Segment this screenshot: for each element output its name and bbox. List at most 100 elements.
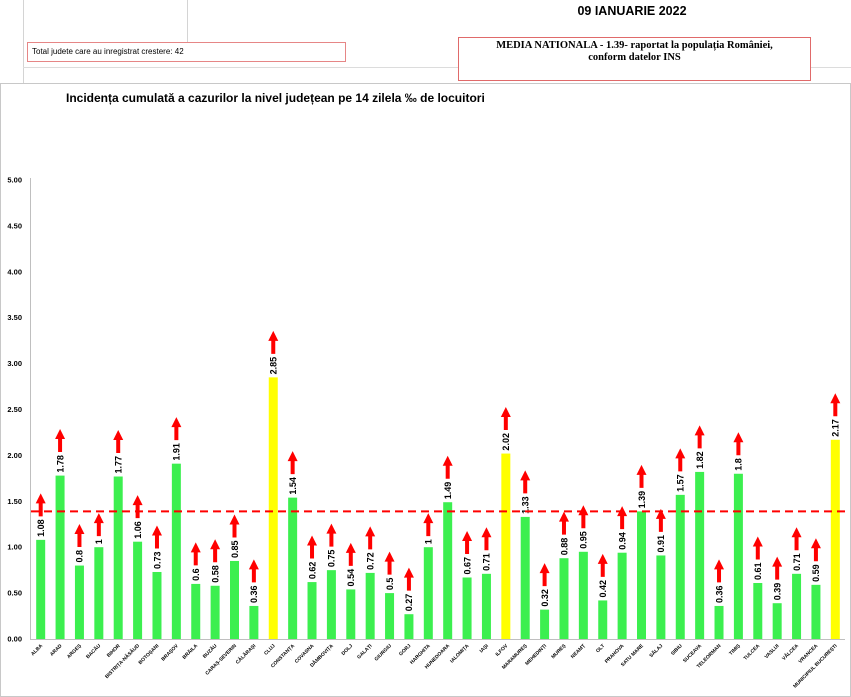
arrow-up-icon <box>830 393 841 417</box>
report-date: 09 IANUARIE 2022 <box>577 4 687 18</box>
bar <box>481 573 491 639</box>
y-tick-label: 2.00 <box>7 451 22 460</box>
bars <box>36 377 840 639</box>
axes: 0.00 0.50 1.00 1.50 2.00 2.50 3.00 3.50 4.00 4.50… <box>7 176 845 644</box>
bar <box>714 605 724 639</box>
arrow-up-icon <box>248 559 259 583</box>
data-label: 0.39 <box>772 583 782 601</box>
data-label: 1.57 <box>676 474 686 492</box>
arrow-up-icon <box>714 559 725 583</box>
data-label: 0.54 <box>346 569 356 587</box>
bar <box>540 609 550 639</box>
arrow-up-icon <box>539 563 550 587</box>
arrow-up-icon <box>55 429 66 453</box>
data-label: 2.17 <box>831 419 841 437</box>
arrow-up-icon <box>35 493 46 517</box>
national-average-box: MEDIA NATIONALA - 1.39- raportat la popu… <box>458 37 811 81</box>
data-label: 0.5 <box>385 578 395 591</box>
data-label: 1.06 <box>133 521 143 539</box>
bar-highlighted <box>501 453 511 639</box>
arrow-up-icon <box>93 513 104 537</box>
bar <box>811 584 821 639</box>
arrow-up-icon <box>810 538 821 562</box>
data-label: 0.94 <box>617 532 627 550</box>
data-label: 0.8 <box>75 550 85 563</box>
y-tick-label: 0.00 <box>7 635 22 644</box>
bar <box>307 582 317 639</box>
arrow-up-icon <box>268 330 279 354</box>
data-label: 0.72 <box>365 552 375 570</box>
data-label: 1.8 <box>734 458 744 471</box>
arrow-up-icon <box>365 526 376 550</box>
arrow-up-icon <box>151 525 162 549</box>
trend-arrows <box>35 330 841 591</box>
bar <box>288 497 298 639</box>
y-tick-label: 3.50 <box>7 313 22 322</box>
bar-highlighted <box>830 439 840 639</box>
bar <box>249 605 259 639</box>
bar <box>346 589 356 639</box>
y-tick-label: 0.50 <box>7 589 22 598</box>
data-label: 1.49 <box>443 482 453 500</box>
arrow-up-icon <box>210 539 221 563</box>
data-label: 1.77 <box>114 456 124 474</box>
data-label: 1.39 <box>637 491 647 509</box>
bar <box>423 547 433 639</box>
arrow-up-icon <box>307 535 318 559</box>
data-label: 0.6 <box>191 568 201 581</box>
data-label: 0.32 <box>540 589 550 607</box>
data-label: 0.42 <box>598 580 608 598</box>
bar <box>578 551 588 639</box>
data-label: 0.59 <box>811 564 821 582</box>
arrow-up-icon <box>772 556 783 580</box>
data-label: 0.36 <box>714 585 724 603</box>
bar <box>230 560 239 639</box>
data-label: 1.82 <box>695 451 705 469</box>
arrow-up-icon <box>481 527 492 551</box>
data-label: 0.71 <box>792 553 802 571</box>
y-tick-label: 2.50 <box>7 405 22 414</box>
x-tick-label: OLT <box>595 643 606 654</box>
bar <box>113 476 123 639</box>
data-label: 0.88 <box>559 538 569 556</box>
y-tick-label: 5.00 <box>7 176 22 185</box>
y-tick-label: 1.50 <box>7 497 22 506</box>
bar <box>462 577 472 639</box>
data-label: 0.36 <box>249 585 259 603</box>
arrow-up-icon <box>74 524 85 548</box>
arrow-up-icon <box>132 495 143 519</box>
bar <box>326 570 336 639</box>
bar <box>404 614 414 639</box>
data-label: 2.85 <box>269 357 279 375</box>
y-tick-label: 3.00 <box>7 359 22 368</box>
data-label: 0.67 <box>462 557 472 575</box>
bar <box>133 541 143 639</box>
bar <box>171 463 181 639</box>
arrow-up-icon <box>326 523 337 547</box>
chart-title: Incidența cumulată a cazurilor la nivel … <box>66 91 485 105</box>
arrow-up-icon <box>636 464 647 488</box>
y-tick-label: 1.00 <box>7 543 22 552</box>
arrow-up-icon <box>675 448 686 472</box>
national-average-line1: MEDIA NATIONALA - 1.39- raportat la popu… <box>496 40 773 51</box>
bar <box>94 547 104 639</box>
data-label: 0.61 <box>753 562 763 580</box>
arrow-up-icon <box>384 551 395 575</box>
bar <box>617 552 627 639</box>
y-tick-label: 4.00 <box>7 267 22 276</box>
data-label: 1.54 <box>288 477 298 495</box>
arrow-up-icon <box>190 542 201 566</box>
arrow-up-icon <box>733 432 744 456</box>
bar <box>385 593 395 639</box>
data-label: 0.62 <box>307 562 317 580</box>
data-label: 0.73 <box>152 551 162 569</box>
bar <box>792 573 802 639</box>
data-label: 2.02 <box>501 433 511 451</box>
bar <box>55 475 65 639</box>
data-label: 1.33 <box>521 496 531 514</box>
arrow-up-icon <box>500 407 511 431</box>
data-label: 0.75 <box>327 550 337 568</box>
bar-highlighted <box>268 377 278 639</box>
data-label: 0.58 <box>210 565 220 583</box>
